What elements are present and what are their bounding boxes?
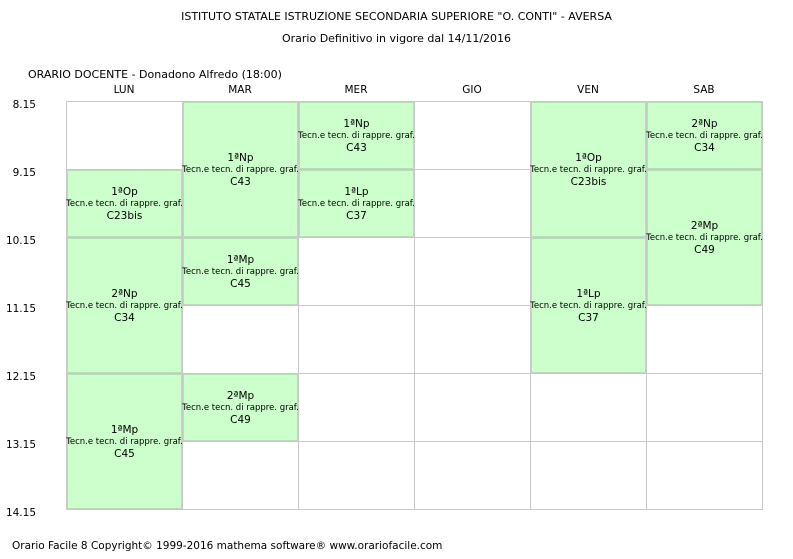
time-label: 13.15 [5, 439, 36, 451]
lesson-class: 1ªNp [227, 151, 254, 164]
lesson-subject: Tecn.e tecn. di rappre. graf. [530, 164, 647, 175]
time-label: 14.15 [5, 507, 36, 519]
lesson-subject: Tecn.e tecn. di rappre. graf. [182, 266, 299, 277]
lesson-room: C34 [114, 311, 135, 324]
lesson-cell[interactable]: 2ªMp Tecn.e tecn. di rappre. graf. C49 [182, 374, 299, 441]
day-header-lun: LUN [113, 84, 135, 96]
day-header-ven: VEN [577, 84, 599, 96]
grid-line [66, 237, 763, 238]
time-label: 8.15 [12, 99, 36, 111]
teacher-title: ORARIO DOCENTE - Donadono Alfredo (18:00… [28, 68, 282, 81]
lesson-subject: Tecn.e tecn. di rappre. graf. [298, 198, 415, 209]
grid-line [66, 509, 763, 510]
day-header-mar: MAR [228, 84, 252, 96]
lesson-room: C43 [230, 175, 251, 188]
lesson-subject: Tecn.e tecn. di rappre. graf. [66, 436, 183, 447]
footer-copyright: Orario Facile 8 Copyright© 1999-2016 mat… [12, 540, 443, 552]
lesson-cell[interactable]: 1ªMp Tecn.e tecn. di rappre. graf. C45 [182, 238, 299, 305]
lesson-class: 2ªMp [690, 219, 719, 232]
lesson-class: 2ªNp [691, 117, 718, 130]
lesson-subject: Tecn.e tecn. di rappre. graf. [66, 198, 183, 209]
lesson-cell[interactable]: 1ªMp Tecn.e tecn. di rappre. graf. C45 [66, 374, 183, 509]
grid-line [66, 441, 763, 442]
lesson-subject: Tecn.e tecn. di rappre. graf. [298, 130, 415, 141]
lesson-cell[interactable]: 1ªOp Tecn.e tecn. di rappre. graf. C23bis [66, 170, 183, 237]
school-title: ISTITUTO STATALE ISTRUZIONE SECONDARIA S… [181, 10, 612, 23]
time-label: 9.15 [12, 167, 36, 179]
lesson-room: C45 [114, 447, 135, 460]
lesson-room: C37 [578, 311, 599, 324]
lesson-room: C49 [230, 413, 251, 426]
lesson-cell[interactable]: 2ªNp Tecn.e tecn. di rappre. graf. C34 [66, 238, 183, 373]
day-header-sab: SAB [693, 84, 715, 96]
lesson-class: 2ªMp [226, 389, 255, 402]
lesson-class: 1ªOp [111, 185, 138, 198]
grid-line [66, 169, 763, 170]
lesson-subject: Tecn.e tecn. di rappre. graf. [646, 232, 763, 243]
lesson-room: C23bis [106, 209, 143, 222]
lesson-cell[interactable]: 1ªLp Tecn.e tecn. di rappre. graf. C37 [530, 238, 647, 373]
lesson-cell[interactable]: 2ªMp Tecn.e tecn. di rappre. graf. C49 [646, 170, 763, 305]
lesson-room: C37 [346, 209, 367, 222]
grid-line [66, 101, 763, 102]
lesson-cell[interactable]: 1ªNp Tecn.e tecn. di rappre. graf. C43 [298, 102, 415, 169]
day-header-gio: GIO [462, 84, 482, 96]
lesson-room: C45 [230, 277, 251, 290]
lesson-class: 1ªMp [110, 423, 139, 436]
grid-line [66, 373, 763, 374]
lesson-subject: Tecn.e tecn. di rappre. graf. [182, 402, 299, 413]
lesson-class: 1ªNp [343, 117, 370, 130]
time-label: 12.15 [5, 371, 36, 383]
lesson-room: C23bis [570, 175, 607, 188]
lesson-cell[interactable]: 2ªNp Tecn.e tecn. di rappre. graf. C34 [646, 102, 763, 169]
lesson-room: C34 [694, 141, 715, 154]
lesson-subject: Tecn.e tecn. di rappre. graf. [66, 300, 183, 311]
lesson-cell[interactable]: 1ªNp Tecn.e tecn. di rappre. graf. C43 [182, 102, 299, 237]
lesson-room: C43 [346, 141, 367, 154]
lesson-class: 1ªLp [576, 287, 601, 300]
lesson-class: 1ªOp [575, 151, 602, 164]
lesson-class: 1ªMp [226, 253, 255, 266]
lesson-room: C49 [694, 243, 715, 256]
lesson-cell[interactable]: 1ªOp Tecn.e tecn. di rappre. graf. C23bis [530, 102, 647, 237]
lesson-class: 1ªLp [344, 185, 369, 198]
time-label: 11.15 [5, 303, 36, 315]
schedule-subtitle: Orario Definitivo in vigore dal 14/11/20… [281, 32, 512, 45]
lesson-subject: Tecn.e tecn. di rappre. graf. [530, 300, 647, 311]
time-label: 10.15 [5, 235, 36, 247]
lesson-subject: Tecn.e tecn. di rappre. graf. [646, 130, 763, 141]
lesson-cell[interactable]: 1ªLp Tecn.e tecn. di rappre. graf. C37 [298, 170, 415, 237]
lesson-class: 2ªNp [111, 287, 138, 300]
grid-line [66, 305, 763, 306]
lesson-subject: Tecn.e tecn. di rappre. graf. [182, 164, 299, 175]
day-header-mer: MER [344, 84, 368, 96]
